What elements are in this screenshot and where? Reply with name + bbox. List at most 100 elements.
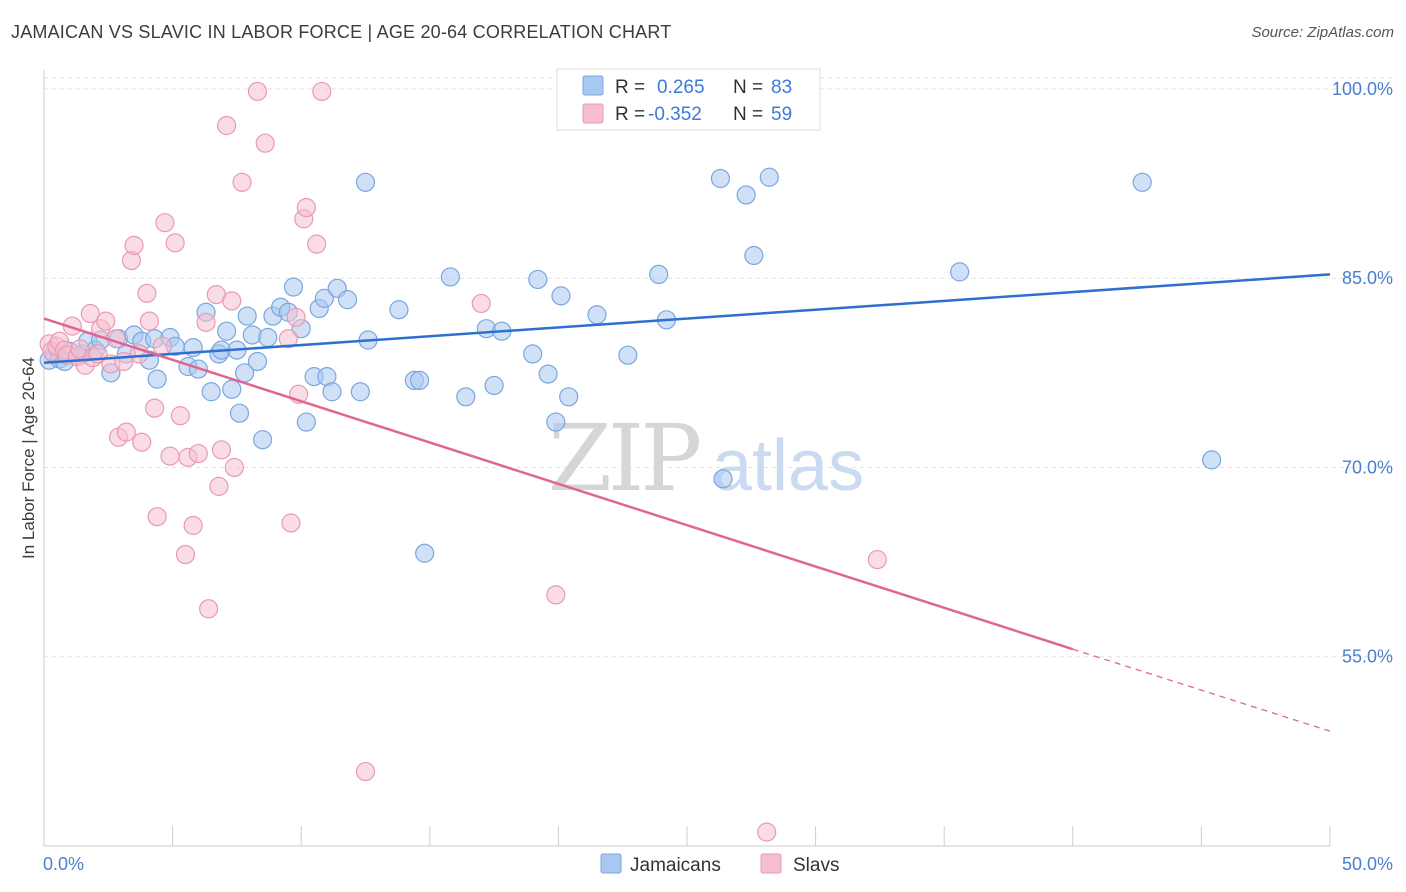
slavs-point	[222, 291, 242, 311]
slavs-point	[144, 398, 165, 418]
jamaicans-point	[237, 306, 257, 326]
jamaicans-point	[147, 369, 167, 389]
jamaicans-point	[551, 286, 571, 306]
slavs-point	[80, 303, 100, 324]
slavs-point	[217, 115, 237, 136]
jamaicans-point	[247, 351, 268, 372]
legend-n-label-0: N =	[733, 77, 763, 98]
jamaicans-point	[744, 245, 764, 266]
slavs-point	[281, 513, 301, 533]
y-tick-label: 100.0%	[1332, 79, 1393, 99]
slavs-point	[165, 233, 185, 253]
jamaicans-point	[440, 267, 460, 287]
slavs-point	[160, 446, 180, 466]
series-legend: Jamaicans Slavs	[600, 853, 839, 876]
x-tick-label-min: 0.0%	[43, 854, 84, 874]
y-tick-label: 70.0%	[1342, 457, 1393, 477]
slavs-point	[96, 311, 116, 331]
jamaicans-point	[713, 469, 733, 489]
bottom-legend-jamaicans: Jamaicans	[630, 855, 721, 876]
slavs-point	[139, 311, 160, 331]
slavs-trend-extension	[1072, 648, 1331, 732]
watermark-atlas: atlas	[712, 426, 864, 506]
watermark-zip: ZIP	[548, 405, 699, 512]
jamaicans-point	[409, 370, 430, 390]
legend-n-label-1: N =	[733, 104, 763, 125]
slavs-point	[255, 133, 275, 153]
legend-swatch-jamaicans	[582, 75, 604, 96]
jamaicans-point	[283, 277, 304, 297]
jamaicans-point	[350, 382, 370, 402]
bottom-legend-swatch-slavs	[760, 853, 782, 874]
slavs-point	[471, 293, 491, 314]
slavs-point	[183, 515, 203, 536]
jamaicans-point	[736, 185, 756, 205]
jamaicans-point	[528, 269, 548, 290]
y-axis-label: In Labor Force | Age 20-64	[19, 357, 38, 559]
legend-n-value-0: 83	[771, 77, 792, 98]
slavs-point	[278, 329, 298, 349]
bottom-legend-swatch-jamaicans	[600, 853, 622, 874]
x-tick-label-max: 50.0%	[1342, 854, 1393, 874]
trend-lines	[43, 273, 1331, 732]
jamaicans-point	[322, 382, 342, 402]
jamaicans-point	[337, 290, 358, 310]
slavs-point	[188, 443, 208, 464]
slavs-point	[124, 235, 144, 255]
slavs-point	[867, 549, 887, 570]
slavs-point	[546, 585, 566, 605]
slavs-point	[355, 761, 376, 782]
slavs-point	[199, 599, 219, 619]
jamaicans-trend-line	[43, 273, 1331, 364]
legend-r-label-0: R =	[615, 77, 645, 98]
slavs-point	[196, 312, 216, 332]
jamaicans-point	[546, 412, 566, 432]
jamaicans-point	[314, 288, 334, 308]
bottom-legend-slavs: Slavs	[793, 855, 839, 876]
jamaicans-point	[229, 403, 250, 423]
jamaicans-point	[201, 382, 221, 402]
jamaicans-point	[389, 300, 409, 320]
slavs-point	[152, 336, 172, 356]
stats-legend: R = 0.265 N = 83 R = -0.352 N = 59	[556, 68, 821, 131]
legend-r-value-0: 0.265	[657, 77, 705, 98]
slavs-point	[147, 507, 167, 527]
jamaicans-point	[618, 345, 638, 365]
slavs-point	[247, 81, 268, 102]
jamaicans-point	[258, 327, 278, 348]
jamaicans-point	[649, 264, 669, 285]
slavs-point	[209, 476, 229, 496]
x-axis-ticks	[43, 826, 1331, 846]
legend-swatch-slavs	[582, 103, 604, 124]
jamaicans-point	[355, 172, 376, 192]
slavs-point	[312, 81, 332, 102]
jamaicans-point	[538, 364, 558, 384]
y-tick-labels: 55.0% 70.0% 85.0% 100.0%	[1332, 79, 1393, 667]
slavs-point	[170, 406, 190, 426]
jamaicans-point	[1202, 450, 1222, 470]
slavs-point	[116, 422, 136, 442]
y-tick-label: 55.0%	[1342, 647, 1393, 667]
slavs-point	[232, 172, 252, 192]
slavs-point	[757, 822, 777, 842]
jamaicans-point	[559, 387, 579, 407]
legend-r-value-1: -0.352	[648, 104, 702, 125]
legend-n-value-1: 59	[771, 104, 792, 125]
jamaicans-point	[759, 167, 779, 187]
source-label: Source: ZipAtlas.com	[1251, 24, 1394, 41]
slavs-point	[224, 457, 244, 478]
slavs-point	[286, 307, 306, 327]
jamaicans-point	[217, 321, 237, 341]
legend-r-label-1: R =	[615, 104, 645, 125]
slavs-trend-line	[43, 317, 1074, 651]
slavs-point	[211, 440, 232, 460]
jamaicans-point	[253, 430, 273, 450]
jamaicans-point	[710, 168, 731, 189]
slavs-point	[132, 432, 152, 452]
slavs-point	[137, 283, 157, 303]
jamaicans-point	[1132, 172, 1152, 192]
slavs-point	[307, 234, 327, 254]
jamaicans-point	[484, 375, 504, 396]
y-tick-label: 85.0%	[1342, 268, 1393, 288]
